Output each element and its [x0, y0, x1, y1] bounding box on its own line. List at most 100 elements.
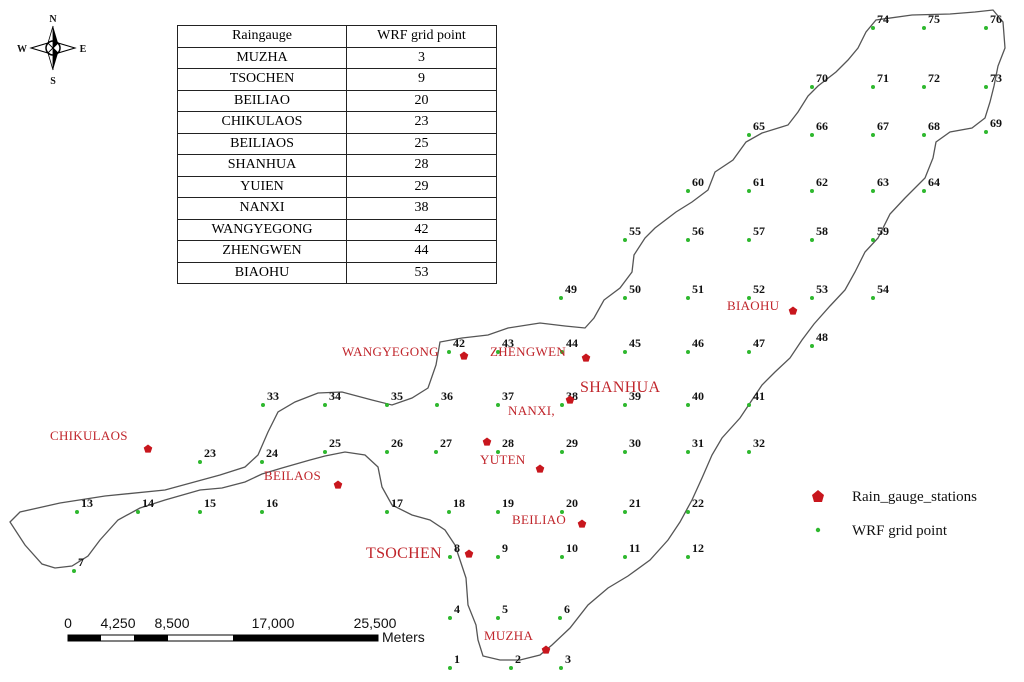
grid-point-label-22: 22 [692, 496, 704, 510]
cell-point: 25 [346, 132, 497, 155]
grid-point-4 [448, 616, 452, 620]
grid-point-32 [747, 450, 751, 454]
cell-gauge: MUZHA [177, 46, 347, 69]
grid-point-7 [72, 569, 76, 573]
scale-tick-2: 8,500 [154, 615, 189, 631]
station-label-zhengwen: ZHENGWEN [490, 344, 566, 359]
station-label-beilaos: BEILAOS [264, 468, 321, 483]
legend-grid-label: WRF grid point [852, 523, 948, 539]
grid-point-64 [922, 189, 926, 193]
grid-point-label-8: 8 [454, 541, 460, 555]
grid-point-label-39: 39 [629, 389, 641, 403]
cell-gauge: WANGYEGONG [177, 218, 347, 241]
grid-point-label-60: 60 [692, 175, 704, 189]
station-marker-nanxi [482, 437, 492, 446]
grid-point-30 [623, 450, 627, 454]
grid-point-label-5: 5 [502, 602, 508, 616]
cell-point: 38 [346, 197, 497, 220]
grid-point-label-21: 21 [629, 496, 641, 510]
grid-point-8 [448, 555, 452, 559]
grid-point-38 [560, 403, 564, 407]
grid-point-16 [260, 510, 264, 514]
grid-point-label-72: 72 [928, 71, 940, 85]
grid-point-label-4: 4 [454, 602, 460, 616]
scale-bar: 0 4,250 8,500 17,000 25,500 Meters [64, 615, 425, 645]
cell-gauge: BEILIAOS [177, 132, 347, 155]
grid-point-10 [560, 555, 564, 559]
cell-point: 42 [346, 218, 497, 241]
grid-point-68 [922, 133, 926, 137]
grid-point-14 [136, 510, 140, 514]
scale-tick-3: 17,000 [252, 615, 295, 631]
grid-point-label-29: 29 [566, 436, 578, 450]
grid-point-57 [747, 238, 751, 242]
grid-point-label-14: 14 [142, 496, 154, 510]
basin-boundary [9, 9, 1006, 661]
grid-point-label-46: 46 [692, 336, 704, 350]
grid-point-46 [686, 350, 690, 354]
grid-point-label-10: 10 [566, 541, 578, 555]
grid-point-35 [385, 403, 389, 407]
station-marker-yuten [535, 464, 545, 473]
grid-point-43 [496, 350, 500, 354]
legend-grid-symbol [815, 527, 821, 533]
grid-point-label-65: 65 [753, 119, 765, 133]
grid-point-label-7: 7 [78, 555, 84, 569]
grid-point-label-52: 52 [753, 282, 765, 296]
grid-point-label-68: 68 [928, 119, 940, 133]
grid-point-label-43: 43 [502, 336, 514, 350]
cell-point: 29 [346, 175, 497, 198]
grid-point-label-55: 55 [629, 224, 641, 238]
table-row: CHIKULAOS 23 [177, 111, 497, 134]
grid-point-label-50: 50 [629, 282, 641, 296]
grid-point-label-1: 1 [454, 652, 460, 666]
grid-point-label-45: 45 [629, 336, 641, 350]
scale-tick-0: 0 [64, 615, 72, 631]
grid-point-48 [810, 344, 814, 348]
grid-point-65 [747, 133, 751, 137]
table-row: BIAOHU 53 [177, 261, 497, 284]
grid-point-label-74: 74 [877, 12, 889, 26]
grid-point-34 [323, 403, 327, 407]
grid-point-label-48: 48 [816, 330, 828, 344]
grid-point-label-13: 13 [81, 496, 93, 510]
grid-point-24 [260, 460, 264, 464]
grid-point-17 [385, 510, 389, 514]
grid-point-label-59: 59 [877, 224, 889, 238]
grid-point-61 [747, 189, 751, 193]
grid-point-label-6: 6 [564, 602, 570, 616]
grid-point-40 [686, 403, 690, 407]
grid-point-label-69: 69 [990, 116, 1002, 130]
grid-point-label-30: 30 [629, 436, 641, 450]
grid-point-label-32: 32 [753, 436, 765, 450]
compass-e: E [80, 44, 87, 55]
grid-point-3 [559, 666, 563, 670]
grid-point-label-12: 12 [692, 541, 704, 555]
grid-point-22 [686, 510, 690, 514]
grid-point-23 [198, 460, 202, 464]
grid-point-label-49: 49 [565, 282, 577, 296]
grid-point-52 [747, 296, 751, 300]
grid-point-label-15: 15 [204, 496, 216, 510]
grid-point-31 [686, 450, 690, 454]
grid-point-label-9: 9 [502, 541, 508, 555]
grid-point-44 [560, 350, 564, 354]
station-marker-zhengwen [581, 353, 591, 362]
grid-point-27 [434, 450, 438, 454]
cell-point: 23 [346, 111, 497, 134]
grid-point-69 [984, 130, 988, 134]
grid-point-54 [871, 296, 875, 300]
grid-point-9 [496, 555, 500, 559]
grid-point-58 [810, 238, 814, 242]
grid-point-51 [686, 296, 690, 300]
grid-point-45 [623, 350, 627, 354]
grid-point-59 [871, 238, 875, 242]
grid-point-71 [871, 85, 875, 89]
cell-point: 44 [346, 240, 497, 263]
table-header-row: Raingauge WRF grid point [177, 25, 497, 48]
grid-point-5 [496, 616, 500, 620]
grid-point-18 [447, 510, 451, 514]
scale-unit: Meters [382, 629, 425, 645]
cell-gauge: CHIKULAOS [177, 111, 347, 134]
compass-w: W [17, 44, 27, 55]
